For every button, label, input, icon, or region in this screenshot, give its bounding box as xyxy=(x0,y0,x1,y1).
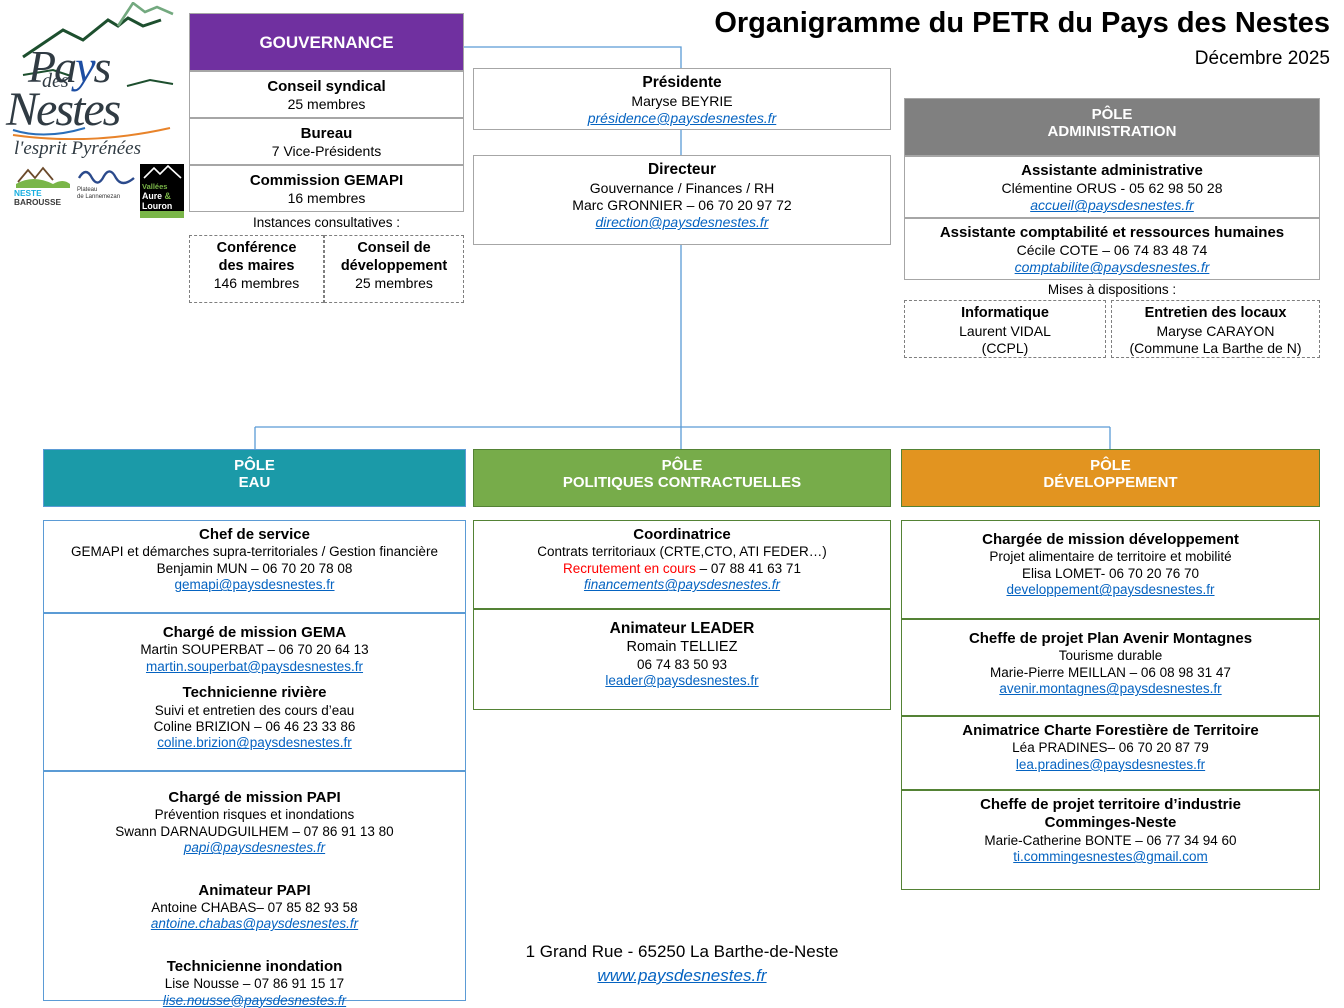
svg-text:Louron: Louron xyxy=(142,201,172,211)
svg-text:BAROUSSE: BAROUSSE xyxy=(14,197,61,206)
svg-text:Aure &: Aure & xyxy=(142,191,172,201)
svg-text:Vallées: Vallées xyxy=(142,182,167,191)
svg-text:de Lannemezan: de Lannemezan xyxy=(77,194,120,200)
svg-text:Plateau: Plateau xyxy=(77,187,97,193)
